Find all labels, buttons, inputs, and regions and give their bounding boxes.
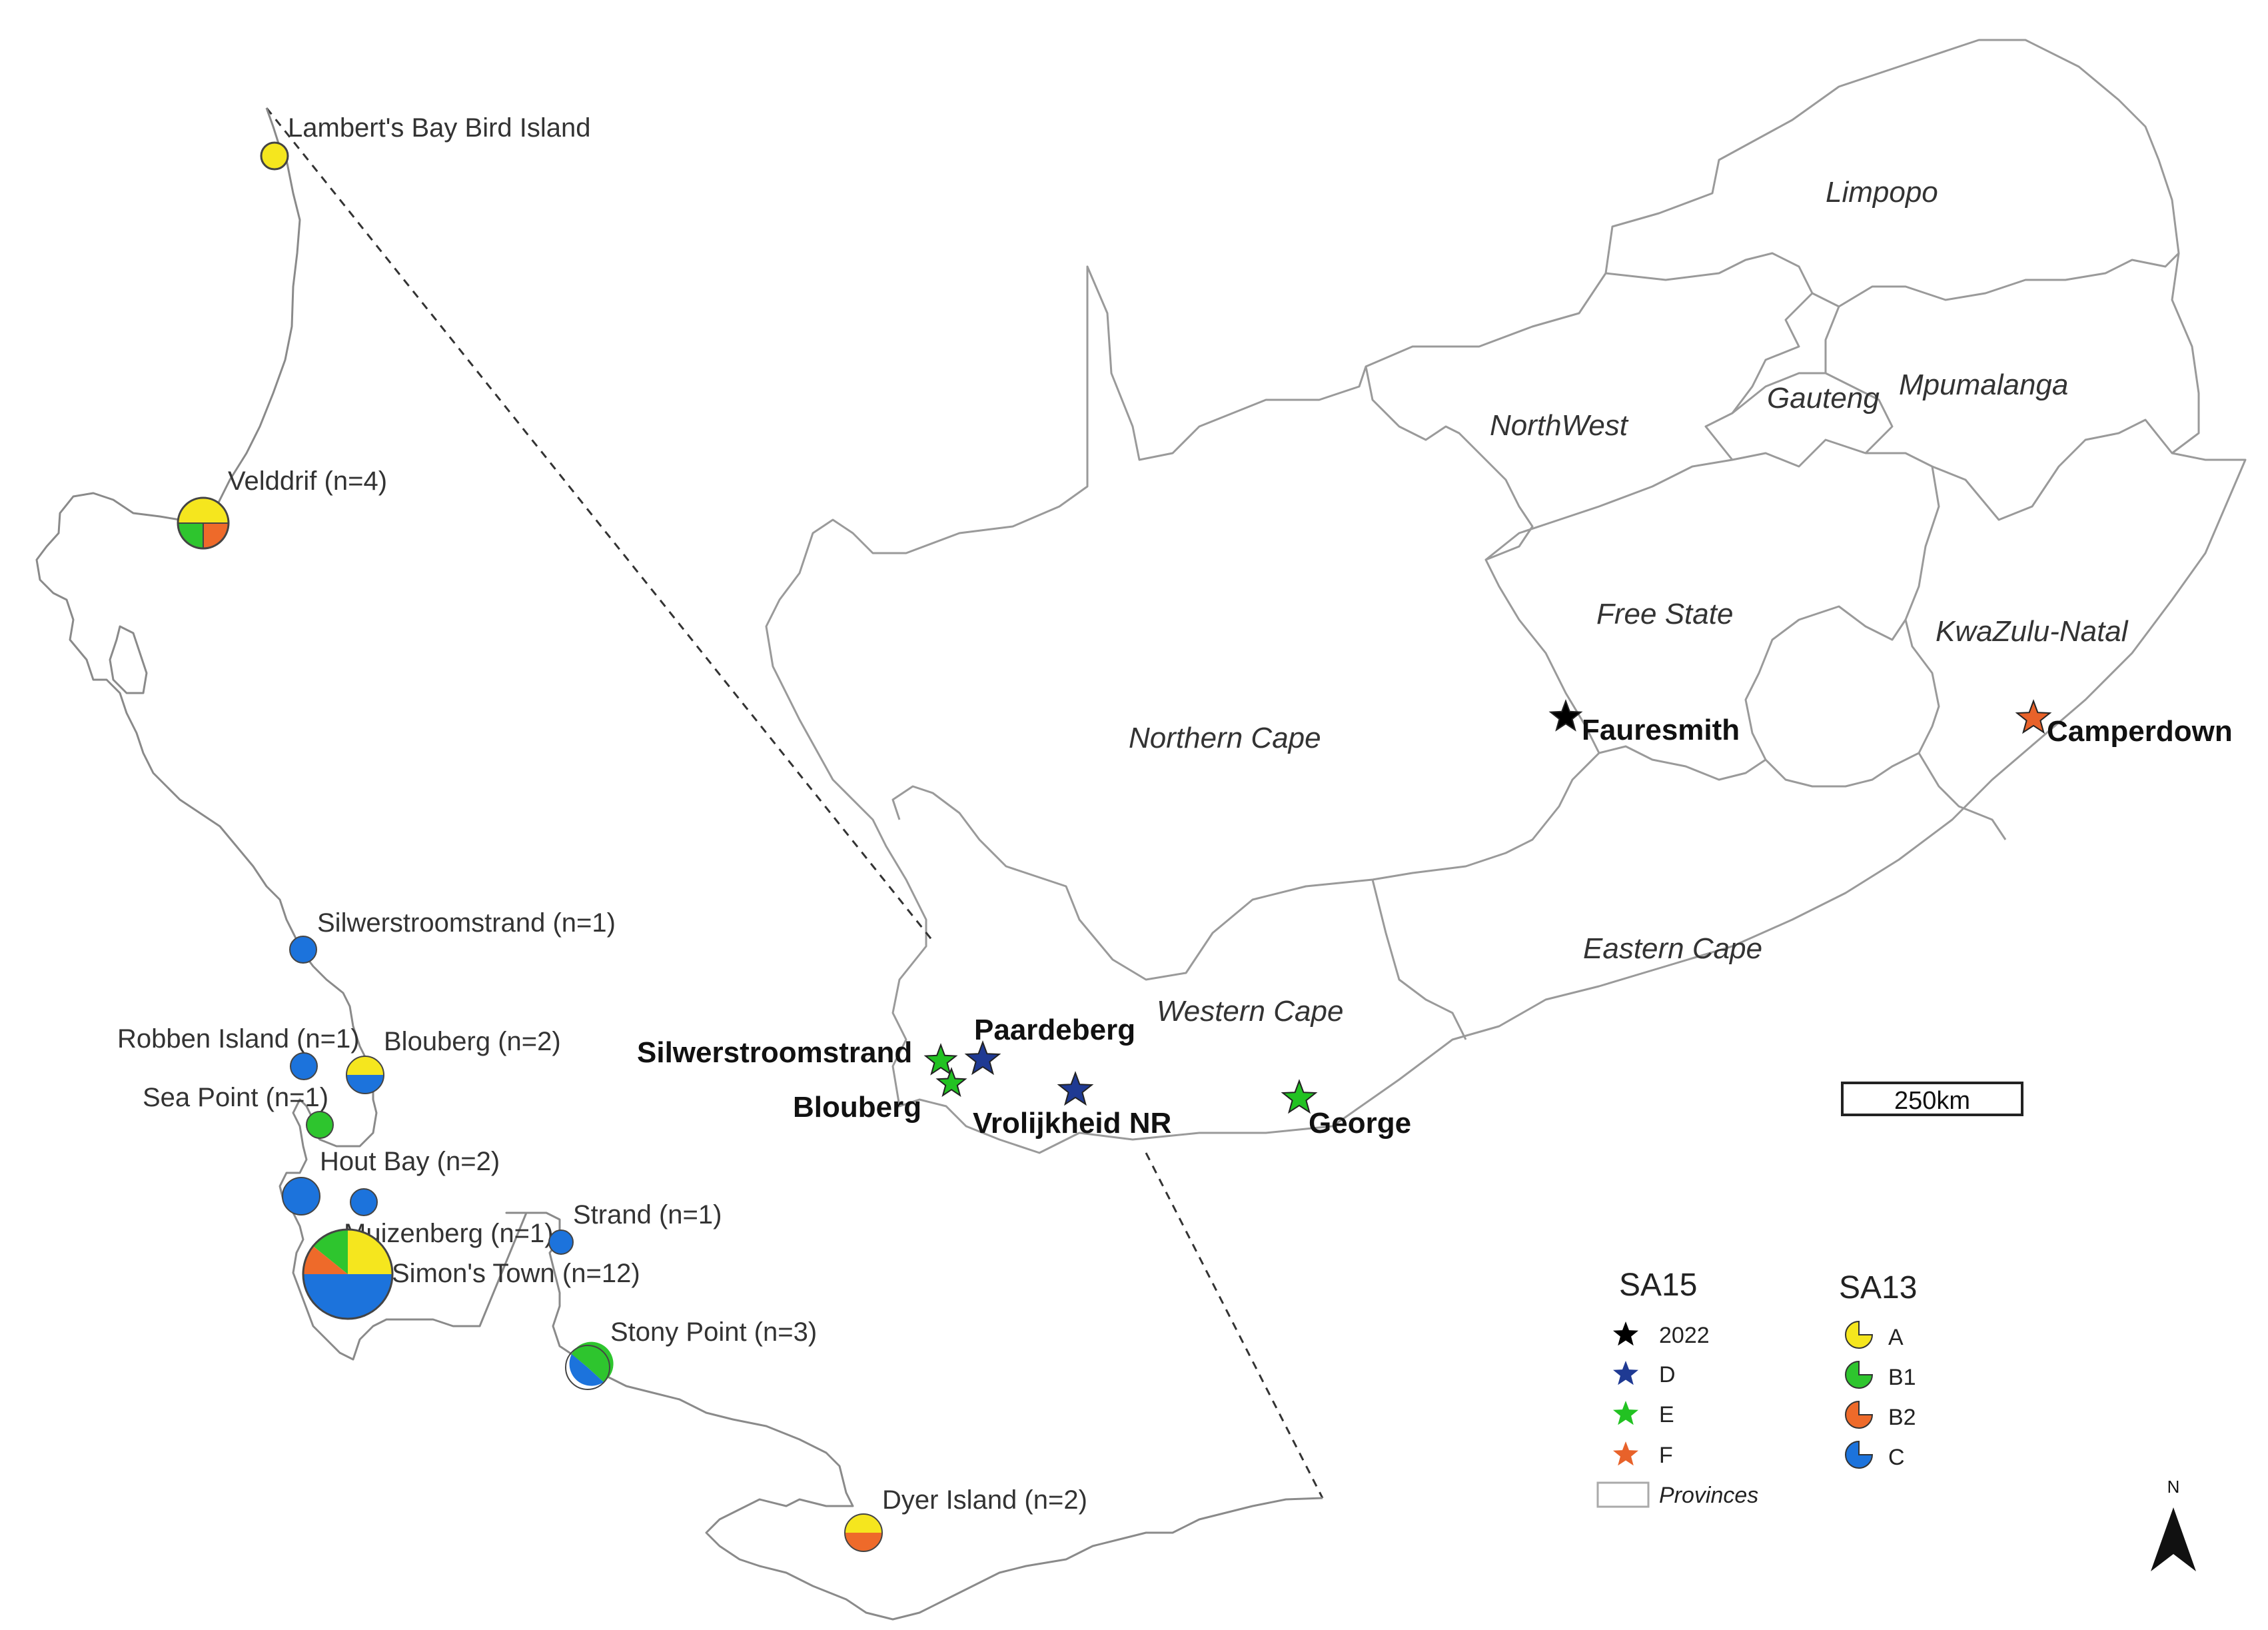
- legend-sa15-label: 2022: [1659, 1323, 1710, 1348]
- town-label: Fauresmith: [1582, 714, 1740, 746]
- inset-connector-bottom: [1145, 1152, 1324, 1499]
- site-label: Stony Point (n=3): [610, 1317, 817, 1347]
- inset-connector-top: [265, 107, 934, 942]
- legend-pie-icon: [1845, 1400, 1874, 1429]
- border-western-eastern-cape: [1371, 879, 1467, 1040]
- legend-star-icon: [1613, 1401, 1638, 1425]
- star-marker: [2015, 699, 2052, 734]
- coast-inset: [35, 107, 1323, 1621]
- star-marker: [964, 1040, 1001, 1076]
- north-label: N: [2167, 1477, 2180, 1497]
- pie-marker-dyer-island: [844, 1513, 883, 1552]
- inset-coastline: [35, 107, 1323, 1621]
- legend-sa15-label: E: [1659, 1402, 1674, 1427]
- province-label: KwaZulu-Natal: [1936, 615, 2129, 648]
- town-label: Blouberg: [793, 1091, 921, 1124]
- pie-marker-sea-point: [306, 1111, 334, 1139]
- site-label: Dyer Island (n=2): [882, 1485, 1087, 1515]
- pie-marker-muizenberg: [350, 1188, 378, 1216]
- pie-marker-lamberts-bay: [260, 141, 289, 171]
- border-gauteng: [1732, 372, 1894, 454]
- border-kzn-easterncape: [1918, 752, 2007, 840]
- inset-peninsula: [109, 625, 148, 694]
- scale-bar: 250km: [1841, 1082, 2023, 1116]
- legend: SA15 2022 D E F Provinces SA13 A B1 B2 C: [1596, 1267, 1917, 1508]
- town-label: Camperdown: [2047, 715, 2233, 748]
- border-northwest-limpopo: [1605, 252, 1814, 460]
- north-arrow-icon: [2151, 1507, 2196, 1571]
- legend-provinces-swatch: [1596, 1481, 1650, 1508]
- town-label: Silwerstroomstrand: [637, 1036, 912, 1069]
- legend-star-icon: [1613, 1441, 1638, 1466]
- pie-marker-velddrif: [177, 496, 230, 550]
- star-marker: [1057, 1071, 1094, 1106]
- legend-sa13-label: A: [1888, 1325, 1904, 1350]
- site-label: Simon's Town (n=12): [392, 1259, 640, 1288]
- border-northern-cape-east: [1365, 366, 1587, 727]
- star-marker: [923, 1043, 958, 1076]
- legend-sa13-label: B2: [1888, 1405, 1916, 1430]
- province-label: Northern Cape: [1129, 722, 1321, 754]
- pie-marker-robben-island: [290, 1052, 318, 1080]
- pie-marker-simons-town: [302, 1228, 394, 1320]
- site-label: Hout Bay (n=2): [320, 1147, 500, 1176]
- border-freestate-easterncape: [1598, 745, 1766, 781]
- province-label: Western Cape: [1157, 995, 1343, 1028]
- pie-marker-hout-bay: [282, 1177, 320, 1216]
- province-label: Mpumalanga: [1899, 369, 2068, 401]
- legend-pie-icon: [1845, 1360, 1874, 1389]
- town-label: Vrolijkheid NR: [973, 1107, 1171, 1140]
- site-label: Strand (n=1): [573, 1200, 722, 1229]
- country-outline: [765, 39, 2247, 1154]
- sa15-markers: Paardeberg Silwerstroomstrand Blouberg V…: [637, 699, 2233, 1140]
- north-arrow: N: [2151, 1477, 2196, 1571]
- star-marker: [935, 1067, 967, 1098]
- legend-sa15-title: SA15: [1619, 1267, 1697, 1303]
- border-limpopo-mpumalanga: [1812, 252, 2180, 308]
- site-label: Lambert's Bay Bird Island: [288, 113, 591, 143]
- legend-sa15-label: F: [1659, 1443, 1673, 1468]
- pie-marker-silwerstroomstrand: [289, 936, 317, 964]
- province-label: Free State: [1596, 598, 1733, 630]
- legend-provinces-label: Provinces: [1659, 1483, 1758, 1508]
- legend-star-icon: [1613, 1321, 1638, 1346]
- pie-marker-blouberg: [346, 1056, 384, 1094]
- border-mpumalanga-east: [1824, 306, 1840, 373]
- site-label: Silwerstroomstrand (n=1): [317, 908, 616, 938]
- border-freestate-kzn: [1744, 466, 1940, 788]
- border-northern-western-cape: [891, 726, 1600, 981]
- pie-marker-strand: [548, 1229, 574, 1255]
- legend-star-icon: [1613, 1361, 1638, 1385]
- pie-marker-stony-point: [565, 1341, 614, 1390]
- site-label: Robben Island (n=1): [117, 1024, 360, 1054]
- legend-sa15-label: D: [1659, 1362, 1676, 1387]
- legend-sa13-label: C: [1888, 1445, 1905, 1470]
- province-label: NorthWest: [1490, 409, 1629, 442]
- star-marker: [1281, 1079, 1318, 1114]
- site-label: Sea Point (n=1): [143, 1083, 328, 1112]
- inset-site-labels: Lambert's Bay Bird Island Velddrif (n=4)…: [117, 113, 1087, 1515]
- town-label: Paardeberg: [974, 1014, 1135, 1046]
- province-label: Eastern Cape: [1583, 932, 1762, 965]
- legend-sa13-label: B1: [1888, 1365, 1916, 1390]
- legend-sa13-title: SA13: [1839, 1270, 1917, 1305]
- south-africa-map: Limpopo NorthWest Gauteng Mpumalanga Fre…: [265, 39, 2247, 1499]
- province-label: Gauteng: [1767, 382, 1880, 414]
- town-label: George: [1309, 1107, 1411, 1140]
- star-marker: [1548, 699, 1583, 732]
- scale-bar-label: 250km: [1894, 1087, 1970, 1115]
- legend-pie-icon: [1845, 1320, 1874, 1349]
- legend-pie-icon: [1845, 1440, 1874, 1469]
- site-label: Blouberg (n=2): [384, 1027, 561, 1056]
- province-label: Limpopo: [1826, 176, 1938, 209]
- site-label: Velddrif (n=4): [228, 466, 387, 496]
